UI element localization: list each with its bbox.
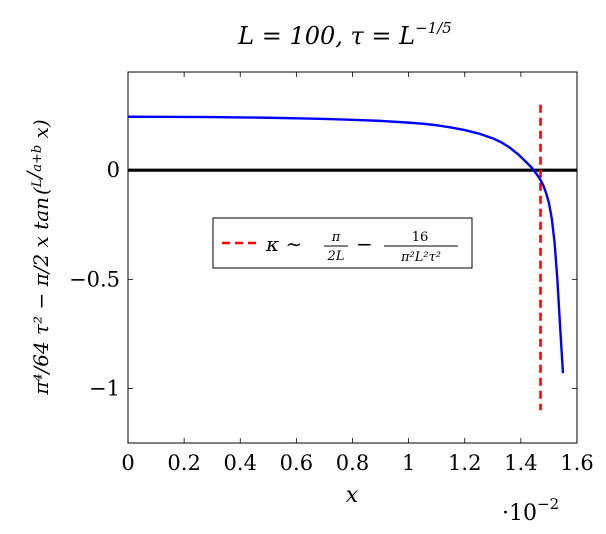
x-tick-label: 1.2 xyxy=(448,451,481,475)
x-tick-label: 1.6 xyxy=(560,451,593,475)
legend-frac2-den: π²L²τ² xyxy=(400,250,441,265)
x-axis-label: x xyxy=(346,483,359,508)
legend-frac2-num: 16 xyxy=(412,230,429,245)
legend-label: κ ∼ xyxy=(265,232,302,256)
y-axis-label-frac-num: L xyxy=(30,179,45,189)
data-series xyxy=(127,115,565,374)
x-tick-label: 0.8 xyxy=(336,451,369,475)
y-tick-label: −1 xyxy=(89,376,120,400)
legend-box xyxy=(212,217,473,269)
x-tick-label: 0.6 xyxy=(280,451,313,475)
x-axis-multiplier: ·10−2 xyxy=(502,495,559,526)
y-axis-label-arg: x xyxy=(29,127,53,138)
y-tick-label: −0.5 xyxy=(69,267,120,291)
legend: κ ∼ π 2L − 16 π²L²τ² xyxy=(212,217,473,269)
x-axis-multiplier-base: ·10 xyxy=(502,501,537,526)
y-axis-label: π⁴/64 τ² − π/2 x tan(L/a+b x) xyxy=(22,119,53,395)
legend-frac1-num: π xyxy=(331,230,341,245)
y-axis-label-main: π⁴/64 τ² − π/2 x tan xyxy=(29,197,53,396)
svg-text:π⁴/64 τ² − π/2 x tan(L/a+b x): π⁴/64 τ² − π/2 x tan(L/a+b x) xyxy=(22,119,53,395)
axis-tick-labels: 0 0.2 0.4 0.6 0.8 1 1.2 1.4 1.6 0 −0.5 −1 xyxy=(69,158,594,475)
x-tick-label: 0 xyxy=(121,451,134,475)
chart-title-exponent: −1/5 xyxy=(415,19,452,37)
reference-lines xyxy=(128,104,577,411)
y-tick-label: 0 xyxy=(107,158,120,182)
series-line xyxy=(127,115,565,374)
chart-title: L = 100, τ = L−1/5 xyxy=(237,19,452,50)
x-tick-label: 0.4 xyxy=(224,451,257,475)
x-tick-label: 1 xyxy=(402,451,415,475)
legend-minus: − xyxy=(356,232,373,256)
axis-ticks xyxy=(127,72,578,443)
y-axis-label-frac-den: a+b xyxy=(30,145,45,172)
x-axis-multiplier-exponent: −2 xyxy=(537,495,559,513)
x-tick-label: 1.4 xyxy=(504,451,537,475)
chart-title-main: L = 100, τ = L xyxy=(237,22,415,50)
legend-frac1-den: 2L xyxy=(327,249,345,264)
x-tick-label: 0.2 xyxy=(167,451,200,475)
